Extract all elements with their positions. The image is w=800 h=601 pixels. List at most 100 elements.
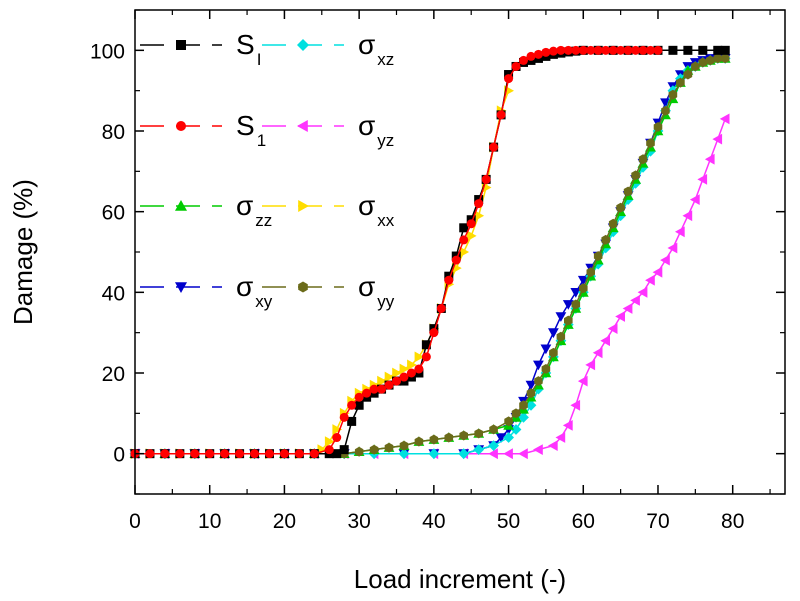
legend-label: σ xx [358, 190, 395, 230]
data-point [577, 375, 588, 387]
y-tick-label: 60 [102, 202, 125, 225]
data-point [399, 363, 410, 375]
data-point [608, 45, 618, 55]
legend-label-main: S [236, 110, 255, 141]
data-point [145, 449, 155, 459]
data-point [428, 448, 440, 460]
legend-label-main: S [236, 29, 255, 60]
data-point [548, 46, 558, 56]
data-point [510, 424, 522, 435]
data-point [406, 368, 416, 378]
data-point [533, 49, 543, 59]
data-point [646, 138, 655, 149]
data-point [458, 448, 470, 460]
data-point [362, 388, 372, 398]
data-point [347, 416, 357, 426]
data-point [279, 449, 289, 459]
data-point [235, 449, 245, 459]
legend-label-sub: yy [377, 292, 395, 311]
data-point [399, 440, 409, 451]
legend-swatch-marker [298, 200, 309, 212]
data-point [519, 400, 528, 411]
data-point [511, 408, 521, 419]
y-tick-label: 0 [113, 444, 125, 467]
data-point [481, 174, 491, 184]
data-point [713, 53, 722, 64]
data-point [631, 170, 640, 181]
data-point [466, 230, 477, 242]
data-point [652, 266, 663, 278]
y-axis-title: Damage (%) [8, 179, 38, 325]
data-point [541, 364, 551, 374]
data-point [489, 142, 499, 152]
data-point [660, 254, 670, 266]
data-point [504, 416, 513, 427]
data-point [488, 448, 498, 460]
data-point [391, 376, 401, 386]
legend-label: σ xz [358, 29, 394, 69]
data-point [585, 359, 596, 371]
series-s-1 [130, 45, 663, 459]
data-point [264, 449, 274, 459]
data-point [570, 288, 582, 298]
legend-entry-sigma-xy: σ xy [140, 271, 273, 311]
legend-entry-sigma-yz: σ yz [262, 110, 394, 150]
data-point [593, 45, 603, 55]
data-point [474, 210, 485, 222]
data-point [495, 433, 507, 443]
data-point [615, 311, 625, 322]
data-point [661, 105, 670, 116]
data-point [698, 45, 708, 55]
data-point [697, 174, 708, 185]
data-point [689, 194, 700, 205]
data-point [489, 424, 498, 435]
data-point [668, 89, 678, 100]
data-point [541, 47, 551, 57]
legend-swatch-marker [175, 282, 187, 293]
y-tick-label: 100 [90, 40, 125, 63]
data-point [220, 449, 230, 459]
data-point [540, 344, 552, 355]
x-tick-label: 80 [721, 510, 744, 533]
x-tick-label: 60 [572, 510, 595, 533]
data-point [309, 449, 319, 459]
data-point [525, 380, 537, 391]
legend-entry-sigma-xx: σ xx [262, 190, 395, 230]
legend-swatch-marker [176, 121, 186, 131]
data-point [555, 432, 566, 443]
series-layer [129, 45, 731, 460]
legend-entry-sigma-xz: σ xz [262, 29, 394, 69]
data-point [160, 449, 170, 459]
data-point [646, 45, 656, 55]
x-tick-label: 50 [497, 510, 520, 533]
data-point [556, 45, 566, 55]
data-point [339, 445, 349, 455]
data-point [518, 448, 528, 460]
legend-swatch-marker [175, 200, 187, 211]
legend-label: σ zz [236, 190, 272, 230]
data-point [518, 412, 529, 423]
data-point [205, 449, 215, 459]
data-point [421, 352, 431, 362]
legend-label-sub: xy [255, 292, 273, 311]
data-point [414, 436, 424, 447]
data-point [713, 45, 723, 55]
data-point [638, 154, 648, 165]
data-point [377, 384, 387, 394]
legend-label-sub: xx [377, 211, 395, 230]
data-point [324, 445, 334, 455]
data-point [519, 55, 529, 65]
x-axis-title: Load increment (-) [354, 564, 566, 594]
data-point [675, 226, 685, 238]
x-tick-label: 40 [422, 510, 445, 533]
data-point [354, 446, 364, 457]
data-point [668, 45, 678, 55]
data-point [653, 45, 663, 55]
data-point [399, 372, 409, 382]
data-point [660, 98, 671, 109]
tick-layer: 0 10 20 30 40 50 60 70 80 0 20 40 60 80 100 [90, 9, 785, 533]
